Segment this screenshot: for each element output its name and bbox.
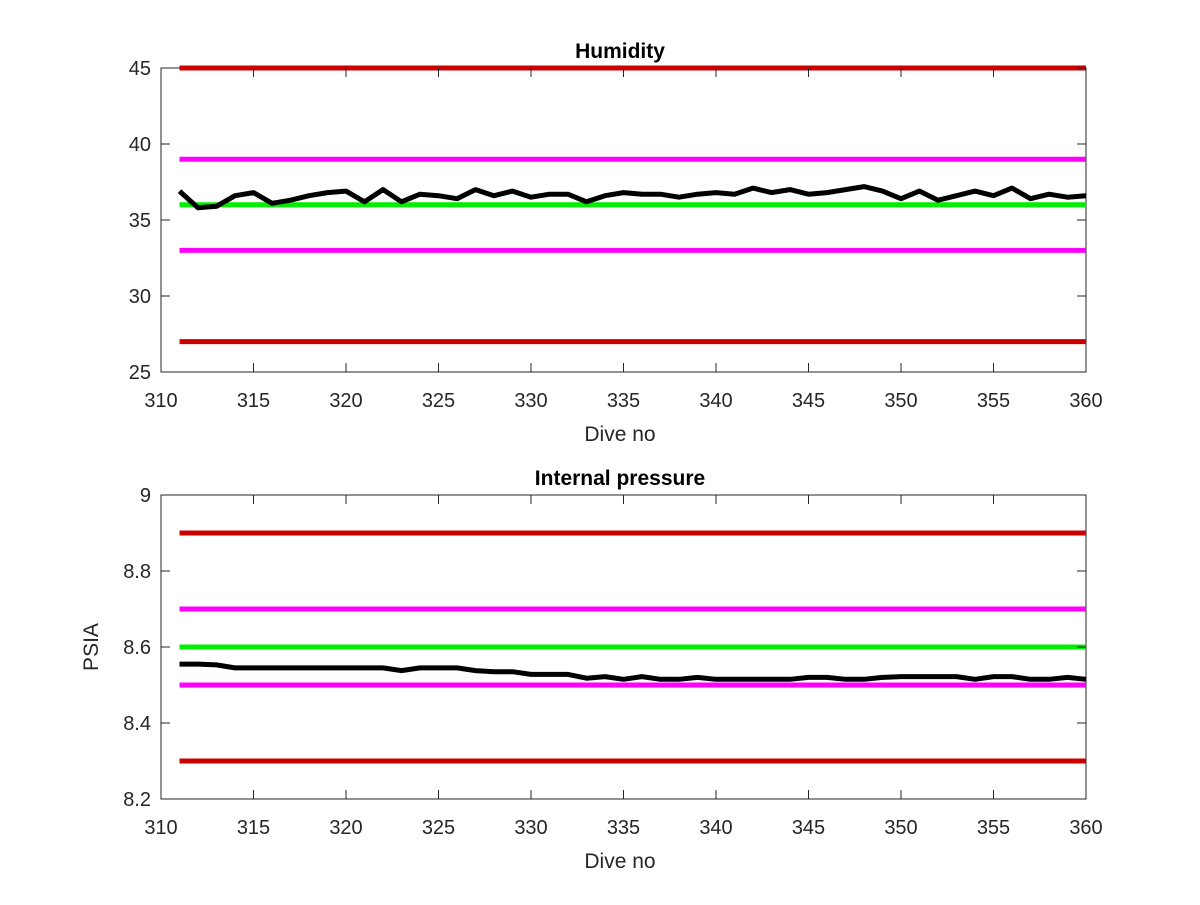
pressure-series-line-0 [179,661,1087,682]
humidity-ytick-label-0: 25 [129,362,151,384]
humidity-xtick-label-10: 360 [1069,390,1102,412]
pressure-ytick-label-1: 8.4 [123,713,151,735]
pressure-ytick-label-0: 8.2 [123,789,151,811]
pressure-ytick-label-3: 8.8 [123,561,151,583]
humidity-axes-box [160,67,1087,373]
humidity-xtick-label-3: 325 [422,390,455,412]
humidity-xtick-label-1: 315 [237,390,270,412]
pressure-xtick-label-9: 355 [977,817,1010,839]
humidity-xtick-label-8: 350 [884,390,917,412]
pressure-xtick-label-4: 330 [514,817,547,839]
humidity-panel: Humidity Dive no 310 315 320 325 330 335 340 34… [129,40,1103,446]
humidity-ytick-label-3: 40 [129,134,151,156]
humidity-series-line-0 [177,184,1087,211]
humidity-xtick-label-6: 340 [699,390,732,412]
internal-pressure-panel: Internal pressure Dive no PSIA 310 315 320… [80,467,1103,873]
humidity-xlabel: Dive no [584,423,655,446]
pressure-ylabel: PSIA [80,623,103,671]
humidity-ytick-label-4: 45 [129,58,151,80]
humidity-xtick-label-2: 320 [329,390,362,412]
pressure-xtick-label-7: 345 [792,817,825,839]
humidity-title: Humidity [575,40,665,63]
humidity-xtick-label-9: 355 [977,390,1010,412]
pressure-ytick-label-2: 8.6 [123,637,151,659]
humidity-ytick-label-1: 30 [129,286,151,308]
pressure-xtick-label-3: 325 [422,817,455,839]
pressure-xtick-label-1: 315 [237,817,270,839]
humidity-xtick-label-4: 330 [514,390,547,412]
humidity-xtick-label-5: 335 [607,390,640,412]
pressure-xtick-label-10: 360 [1069,817,1102,839]
pressure-ytick-label-4: 9 [140,485,151,507]
pressure-xtick-label-6: 340 [699,817,732,839]
pressure-xlabel: Dive no [584,850,655,873]
humidity-xtick-label-7: 345 [792,390,825,412]
pressure-xtick-label-0: 310 [144,817,177,839]
humidity-ytick-label-2: 35 [129,210,151,232]
pressure-xtick-label-5: 335 [607,817,640,839]
humidity-xtick-label-0: 310 [144,390,177,412]
pressure-title: Internal pressure [535,467,705,490]
pressure-xtick-label-2: 320 [329,817,362,839]
pressure-xtick-label-8: 350 [884,817,917,839]
